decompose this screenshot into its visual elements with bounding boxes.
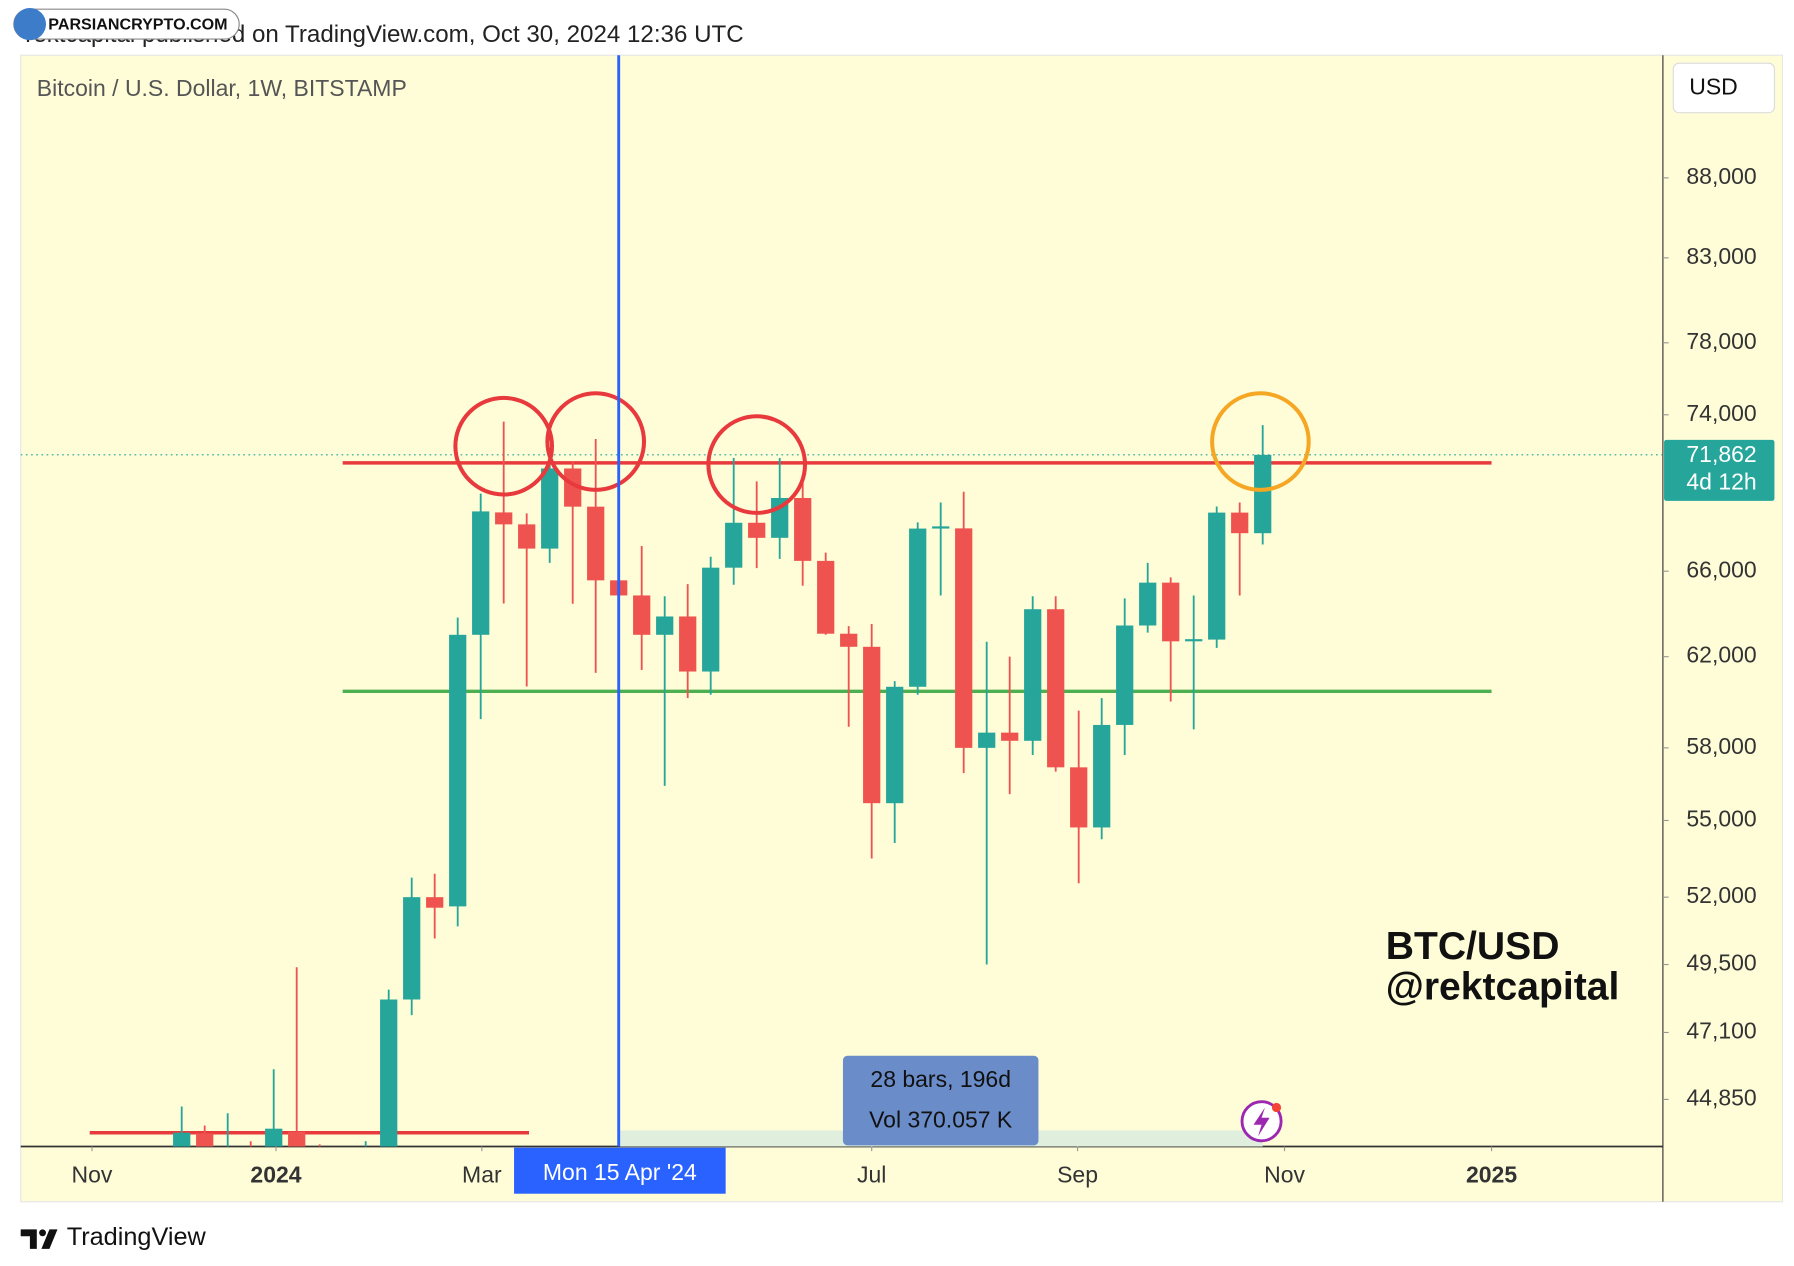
- last-price-box: [1664, 439, 1775, 501]
- x-tick-label: Jul: [857, 1162, 886, 1188]
- y-tick-label: 55,000: [1686, 806, 1756, 832]
- highlight-circle: [453, 395, 555, 497]
- crosshair-label-bg: [514, 1147, 726, 1194]
- candle-body: [679, 616, 697, 672]
- candle-body: [794, 497, 812, 561]
- countdown: 4d 12h: [1686, 469, 1756, 495]
- candle-body: [587, 506, 605, 581]
- candle-body: [932, 526, 950, 529]
- candle-body: [656, 616, 674, 635]
- candle-body: [426, 897, 444, 908]
- candle-body: [955, 528, 973, 748]
- candle-body: [518, 524, 536, 549]
- candle-body: [403, 897, 421, 1000]
- candle-body: [288, 1131, 306, 1147]
- y-tick-label: 58,000: [1686, 733, 1756, 759]
- x-tick-label: Nov: [72, 1162, 113, 1188]
- x-tick-label: Sep: [1057, 1162, 1098, 1188]
- measure-text: 28 bars, 196d: [870, 1066, 1011, 1092]
- candle-body: [1208, 512, 1226, 640]
- footer-logo: TradingView: [67, 1223, 207, 1251]
- chart-background: [20, 54, 1784, 1203]
- y-tick-label: 52,000: [1686, 882, 1756, 908]
- y-tick-label: 78,000: [1686, 328, 1756, 354]
- candle-body: [1093, 724, 1111, 828]
- candle-body: [380, 999, 398, 1147]
- candle-body: [1116, 625, 1134, 725]
- highlight-circle: [706, 414, 808, 515]
- symbol-title: Bitcoin / U.S. Dollar, 1W, BITSTAMP: [37, 75, 407, 101]
- candle-body: [702, 567, 720, 672]
- candle-body: [978, 732, 996, 748]
- x-tick-label: Nov: [1264, 1162, 1305, 1188]
- candle-body: [196, 1133, 214, 1147]
- watermark: PARSIANCRYPTO.COM: [48, 16, 227, 34]
- candle-body: [1139, 582, 1157, 626]
- annotation: BTC/USD: [1386, 925, 1560, 968]
- annotation: @rektcapital: [1386, 965, 1620, 1008]
- candle-body: [265, 1128, 283, 1147]
- y-tick-label: 44,850: [1686, 1084, 1756, 1110]
- candle-body: [1254, 454, 1272, 534]
- watermark-icon: [13, 8, 47, 41]
- y-tick-label: 47,100: [1686, 1018, 1756, 1044]
- crosshair-label: Mon 15 Apr '24: [543, 1159, 697, 1185]
- candle-body: [564, 468, 582, 507]
- currency-button[interactable]: [1672, 62, 1776, 114]
- measure-text: Vol 370.057 K: [869, 1106, 1013, 1132]
- candle-body: [1070, 767, 1088, 828]
- y-tick-label: 49,500: [1686, 950, 1756, 976]
- candle-body: [817, 560, 835, 634]
- last-price-label: 71,862: [1686, 441, 1756, 467]
- candle-body: [633, 595, 651, 635]
- highlight-circle: [1210, 391, 1311, 492]
- candle-body: [840, 633, 858, 647]
- candle-body: [1024, 609, 1042, 741]
- y-tick-label: 74,000: [1686, 400, 1756, 426]
- tradingview-logo: [20, 1229, 58, 1249]
- candle-body: [173, 1132, 191, 1147]
- candle-body: [449, 634, 467, 907]
- candle-body: [472, 511, 490, 635]
- candle-body: [541, 468, 559, 549]
- alert-icon[interactable]: [1240, 1100, 1283, 1143]
- x-tick-label: Mar: [462, 1162, 502, 1188]
- candle-body: [1162, 582, 1180, 642]
- candle-body: [886, 686, 904, 804]
- highlight-circle: [545, 391, 647, 492]
- x-tick-label: 2024: [250, 1162, 301, 1188]
- y-tick-label: 83,000: [1686, 243, 1756, 269]
- candle-body: [909, 528, 927, 687]
- candle-body: [1001, 732, 1019, 741]
- currency: USD: [1689, 74, 1738, 100]
- measure-box: [842, 1055, 1039, 1146]
- candle-body: [1231, 512, 1249, 534]
- candle-body: [725, 522, 743, 568]
- x-tick-label: 2025: [1466, 1162, 1517, 1188]
- candle-body: [495, 512, 513, 525]
- candle-body: [863, 646, 881, 804]
- candle-body: [748, 522, 766, 538]
- candle-body: [1047, 609, 1065, 768]
- y-tick-label: 62,000: [1686, 642, 1756, 668]
- y-tick-label: 88,000: [1686, 163, 1756, 189]
- candle-body: [1185, 639, 1203, 642]
- y-tick-label: 66,000: [1686, 556, 1756, 582]
